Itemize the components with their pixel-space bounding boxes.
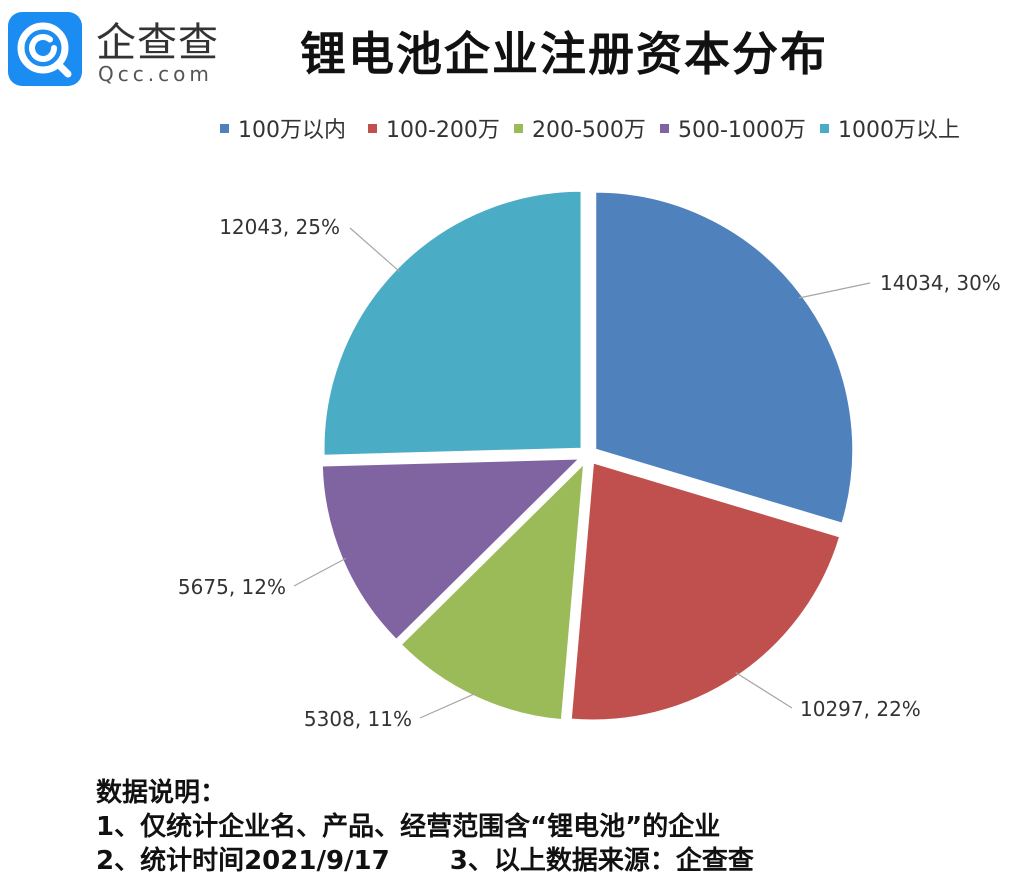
- notes-heading: 数据说明：: [96, 778, 227, 808]
- pie-slice: [569, 461, 842, 722]
- chart-legend: 100万以内 100-200万 200-500万 500-1000万 1000万以上: [220, 118, 960, 143]
- data-notes: 数据说明： 1、仅统计企业名、产品、经营范围含“锂电池”的企业 2、统计时间20…: [96, 776, 754, 878]
- logo-english-text: Qcc.com: [98, 62, 213, 86]
- leader-line: [349, 227, 400, 273]
- slice-data-label: 12043, 25%: [219, 215, 340, 239]
- chart-title: 锂电池企业注册资本分布: [300, 27, 828, 81]
- label-leader-lines: [293, 227, 871, 719]
- notes-line-2: 2、统计时间2021/9/17 3、以上数据来源：企查查: [96, 844, 754, 878]
- legend-label: 200-500万: [532, 118, 646, 143]
- logo-chinese-text: 企查查: [96, 20, 219, 66]
- legend-swatch: [368, 124, 377, 133]
- pie-slices: [320, 189, 855, 722]
- pie-slice: [322, 189, 583, 457]
- slice-data-label: 14034, 30%: [880, 271, 1001, 295]
- legend-label: 1000万以上: [838, 118, 960, 143]
- legend-swatch: [820, 124, 829, 133]
- legend-label: 500-1000万: [678, 118, 806, 143]
- slice-data-label: 5308, 11%: [304, 707, 412, 731]
- notes-source: 3、以上数据来源：企查查: [449, 846, 754, 876]
- leader-line: [293, 557, 347, 587]
- notes-date: 2、统计时间2021/9/17: [96, 846, 390, 876]
- pie-slice: [594, 190, 855, 525]
- qcc-logo-icon: [8, 12, 82, 86]
- legend-label: 100万以内: [238, 118, 346, 143]
- leader-line: [798, 282, 871, 299]
- data-labels: 14034, 30% 10297, 22% 5308, 11% 5675, 12% 12…: [178, 215, 1001, 731]
- legend-label: 100-200万: [386, 118, 500, 143]
- leader-line: [419, 692, 477, 719]
- legend-swatch: [514, 124, 523, 133]
- slice-data-label: 5675, 12%: [178, 575, 286, 599]
- pie-slice: [399, 460, 586, 722]
- legend-swatch: [660, 124, 669, 133]
- qcc-logo: 企查查 Qcc.com: [8, 10, 248, 90]
- leader-line: [735, 672, 793, 709]
- slice-data-label: 10297, 22%: [800, 697, 921, 721]
- notes-line-1: 1、仅统计企业名、产品、经营范围含“锂电池”的企业: [96, 812, 721, 842]
- legend-swatch: [220, 124, 229, 133]
